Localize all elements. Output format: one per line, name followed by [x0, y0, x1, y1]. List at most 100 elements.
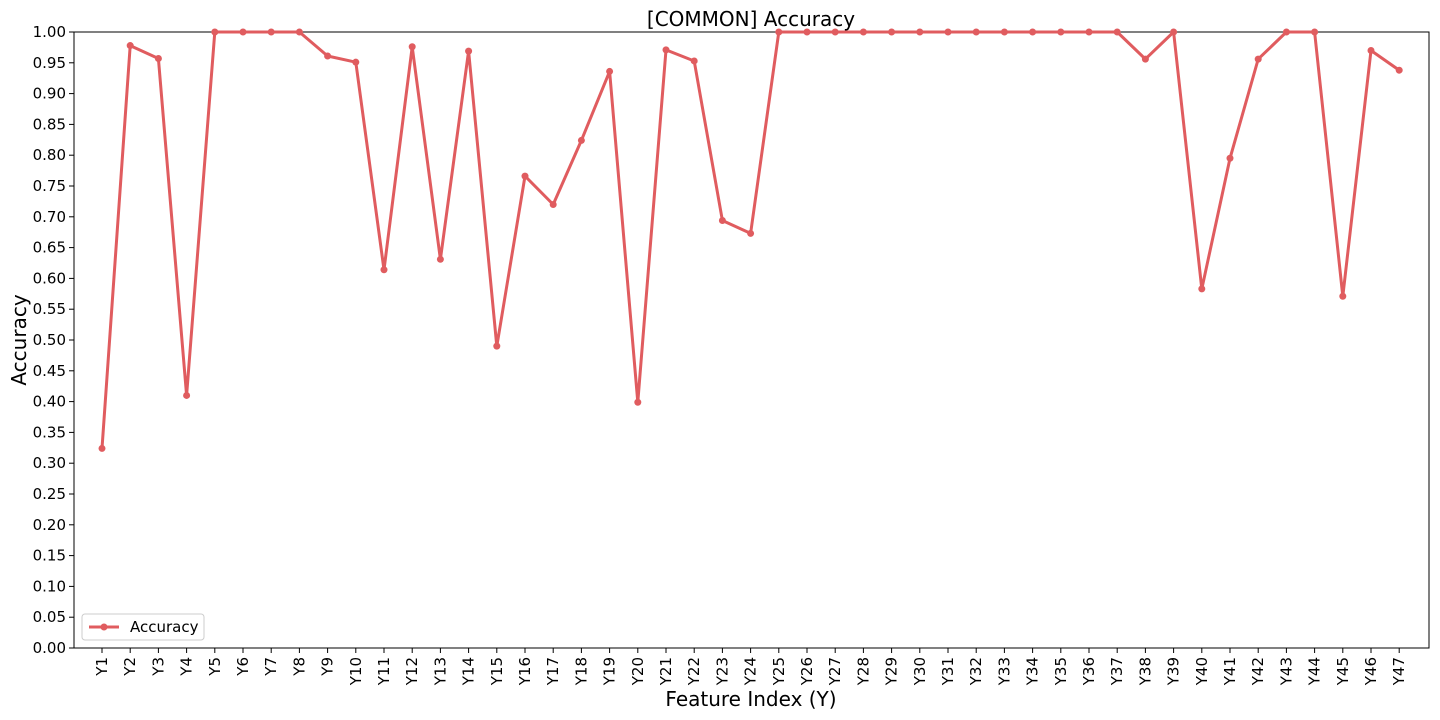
data-point-y35: [1057, 28, 1065, 36]
data-point-y17: [549, 200, 557, 208]
x-tick-label: Y19: [601, 657, 619, 686]
x-axis-title: Feature Index (Y): [665, 687, 836, 711]
data-point-y32: [972, 28, 980, 36]
data-point-y7: [267, 28, 275, 36]
x-tick-label: Y17: [544, 657, 562, 686]
data-point-y40: [1198, 285, 1206, 293]
data-point-y20: [634, 398, 642, 406]
chart-title: [COMMON] Accuracy: [647, 7, 855, 31]
x-tick-label: Y39: [1165, 657, 1183, 686]
y-tick-label: 0.80: [33, 146, 66, 164]
x-tick-label: Y36: [1080, 657, 1098, 686]
x-axis: Y1 Y2 Y3 Y4 Y5 Y6 Y7 Y8 Y9 Y10 Y11 Y12 Y13 Y14 Y15 Y16 Y…: [93, 648, 1408, 686]
legend-marker-swatch: [100, 623, 108, 631]
x-tick-label: Y8: [290, 657, 308, 677]
data-point-y39: [1170, 28, 1178, 36]
data-point-y27: [831, 28, 839, 36]
data-point-y10: [352, 58, 360, 66]
data-point-y8: [295, 28, 303, 36]
x-tick-label: Y43: [1277, 657, 1295, 686]
data-point-y18: [577, 136, 585, 144]
data-point-y11: [380, 266, 388, 274]
y-tick-label: 0.50: [33, 331, 66, 349]
accuracy-series-line: [100, 30, 1401, 450]
x-tick-label: Y40: [1193, 657, 1211, 686]
data-point-y9: [324, 52, 332, 60]
data-point-y16: [521, 172, 529, 180]
accuracy-series-points: [98, 28, 1403, 452]
data-point-y2: [126, 42, 134, 50]
data-point-y37: [1113, 28, 1121, 36]
y-tick-label: 0.20: [33, 516, 66, 534]
y-tick-label: 0.30: [33, 454, 66, 472]
data-point-y25: [775, 28, 783, 36]
y-tick-label: 0.95: [33, 54, 66, 72]
y-tick-label: 0.55: [33, 300, 66, 318]
data-point-y19: [606, 67, 614, 75]
data-point-y5: [211, 28, 219, 36]
data-point-y41: [1226, 154, 1234, 162]
y-tick-label: 0.60: [33, 269, 66, 287]
data-point-y29: [888, 28, 896, 36]
data-point-y15: [493, 342, 501, 350]
x-tick-label: Y35: [1052, 657, 1070, 686]
x-tick-label: Y22: [685, 657, 703, 686]
y-axis: 0.00 0.05 0.10 0.15 0.20 0.25 0.30 0.35 0.40 0.45…: [33, 23, 74, 657]
data-point-y14: [465, 47, 473, 55]
x-tick-label: Y33: [995, 657, 1013, 686]
data-point-y13: [436, 255, 444, 263]
x-tick-label: Y24: [742, 657, 760, 686]
y-tick-label: 0.85: [33, 115, 66, 133]
x-tick-label: Y41: [1221, 657, 1239, 686]
data-point-y21: [662, 46, 670, 54]
data-point-y33: [1000, 28, 1008, 36]
data-point-y38: [1141, 55, 1149, 63]
x-tick-label: Y16: [516, 657, 534, 686]
data-point-y44: [1311, 28, 1319, 36]
x-tick-label: Y37: [1108, 657, 1126, 686]
y-tick-label: 0.00: [33, 639, 66, 657]
x-tick-label: Y42: [1249, 657, 1267, 686]
x-tick-label: Y46: [1362, 657, 1380, 686]
legend-label: Accuracy: [130, 618, 199, 636]
data-point-y26: [803, 28, 811, 36]
x-tick-label: Y28: [854, 657, 872, 686]
data-point-y22: [690, 57, 698, 65]
x-tick-label: Y44: [1306, 657, 1324, 686]
data-point-y42: [1254, 55, 1262, 63]
y-tick-label: 1.00: [33, 23, 66, 41]
data-point-y28: [859, 28, 867, 36]
data-point-y12: [408, 43, 416, 51]
x-tick-label: Y25: [770, 657, 788, 686]
data-point-y6: [239, 28, 247, 36]
y-tick-label: 0.25: [33, 485, 66, 503]
x-tick-label: Y45: [1334, 657, 1352, 686]
x-tick-label: Y27: [826, 657, 844, 686]
data-point-y46: [1367, 46, 1375, 54]
y-tick-label: 0.35: [33, 423, 66, 441]
y-tick-label: 0.40: [33, 393, 66, 411]
x-tick-label: Y20: [629, 657, 647, 686]
data-point-y47: [1395, 66, 1403, 74]
data-point-y3: [154, 54, 162, 62]
x-tick-label: Y32: [967, 657, 985, 686]
legend: Accuracy: [81, 613, 205, 641]
data-point-y36: [1085, 28, 1093, 36]
data-point-y31: [944, 28, 952, 36]
x-tick-label: Y7: [262, 657, 280, 677]
data-point-y43: [1282, 28, 1290, 36]
data-point-y34: [1029, 28, 1037, 36]
x-tick-label: Y38: [1136, 657, 1154, 686]
y-axis-title: Accuracy: [7, 294, 31, 385]
x-tick-label: Y47: [1390, 657, 1408, 686]
y-tick-label: 0.75: [33, 177, 66, 195]
x-tick-label: Y9: [319, 657, 337, 677]
x-tick-label: Y26: [798, 657, 816, 686]
x-tick-label: Y2: [121, 657, 139, 677]
x-tick-label: Y21: [657, 657, 675, 686]
x-tick-label: Y14: [460, 657, 478, 686]
data-point-y1: [98, 444, 106, 452]
x-tick-label: Y31: [939, 657, 957, 686]
y-tick-label: 0.10: [33, 577, 66, 595]
